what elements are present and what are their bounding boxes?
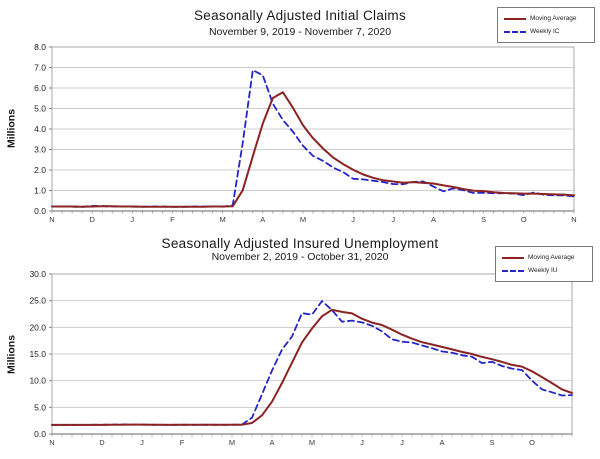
moving-average-line-swatch <box>502 256 524 259</box>
insured-unemployment-chart: Seasonally Adjusted Insured Unemployment… <box>0 232 600 459</box>
svg-text:J: J <box>130 215 134 224</box>
legend-label: Moving Average <box>528 254 575 261</box>
svg-text:D: D <box>89 215 95 224</box>
initial-claims-plot: 0.0 1.0 2.0 3.0 4.0 5.0 6.0 7.0 8.0 N D J F M A M J J A S O N <box>34 42 577 224</box>
chart-subtitle: November 9, 2019 - November 7, 2020 <box>208 26 392 38</box>
svg-text:S: S <box>489 438 494 447</box>
svg-text:D: D <box>99 438 105 447</box>
svg-text:A: A <box>269 438 274 447</box>
svg-text:O: O <box>521 215 527 224</box>
svg-text:20.0: 20.0 <box>29 322 46 332</box>
svg-text:15.0: 15.0 <box>29 349 46 359</box>
svg-text:8.0: 8.0 <box>34 42 46 52</box>
insured-unemployment-plot: 0.0 5.0 10.0 15.0 20.0 25.0 30.0 N D J F M A M J J A S O <box>29 269 573 447</box>
svg-text:S: S <box>481 215 486 224</box>
svg-text:F: F <box>170 215 175 224</box>
svg-text:N: N <box>49 215 54 224</box>
legend-item-moving-average: Moving Average <box>502 254 586 262</box>
svg-text:M: M <box>300 215 306 224</box>
svg-text:J: J <box>360 438 364 447</box>
svg-text:1.0: 1.0 <box>34 186 46 196</box>
svg-text:3.0: 3.0 <box>34 145 46 155</box>
legend-label: Weekly IU <box>528 267 558 274</box>
svg-text:A: A <box>439 438 444 447</box>
svg-text:O: O <box>529 438 535 447</box>
weekly-iu-line-swatch <box>502 269 524 272</box>
moving-average-line-swatch <box>504 17 526 20</box>
svg-text:4.0: 4.0 <box>34 124 46 134</box>
svg-text:F: F <box>180 438 185 447</box>
legend-label: Weekly IC <box>530 28 560 35</box>
svg-text:J: J <box>351 215 355 224</box>
svg-text:0.0: 0.0 <box>34 206 46 216</box>
svg-text:J: J <box>391 215 395 224</box>
svg-text:7.0: 7.0 <box>34 63 46 73</box>
legend-item-weekly-iu: Weekly IU <box>502 267 586 275</box>
legend-item-moving-average: Moving Average <box>504 15 588 23</box>
svg-text:6.0: 6.0 <box>34 83 46 93</box>
svg-text:A: A <box>431 215 436 224</box>
legend: Moving Average Weekly IC <box>497 7 595 43</box>
svg-text:M: M <box>220 215 226 224</box>
legend: Moving Average Weekly IU <box>495 246 593 282</box>
chart-title: Seasonally Adjusted Insured Unemployment <box>161 236 439 251</box>
svg-text:10.0: 10.0 <box>29 376 46 386</box>
svg-text:N: N <box>571 215 576 224</box>
svg-text:M: M <box>229 438 235 447</box>
svg-text:N: N <box>49 438 54 447</box>
svg-text:J: J <box>400 438 404 447</box>
svg-text:J: J <box>140 438 144 447</box>
svg-text:M: M <box>309 438 315 447</box>
svg-text:25.0: 25.0 <box>29 296 46 306</box>
svg-text:A: A <box>260 215 265 224</box>
svg-text:0.0: 0.0 <box>34 429 46 439</box>
legend-label: Moving Average <box>530 15 577 22</box>
weekly-ic-line-swatch <box>504 30 526 33</box>
svg-text:5.0: 5.0 <box>34 402 46 412</box>
chart-subtitle: November 2, 2019 - October 31, 2020 <box>211 251 389 263</box>
legend-item-weekly-ic: Weekly IC <box>504 28 588 36</box>
svg-text:2.0: 2.0 <box>34 165 46 175</box>
svg-text:30.0: 30.0 <box>29 269 46 279</box>
initial-claims-chart: Seasonally Adjusted Initial Claims Novem… <box>6 7 595 224</box>
chart-title: Seasonally Adjusted Initial Claims <box>193 8 407 23</box>
svg-text:5.0: 5.0 <box>34 104 46 114</box>
